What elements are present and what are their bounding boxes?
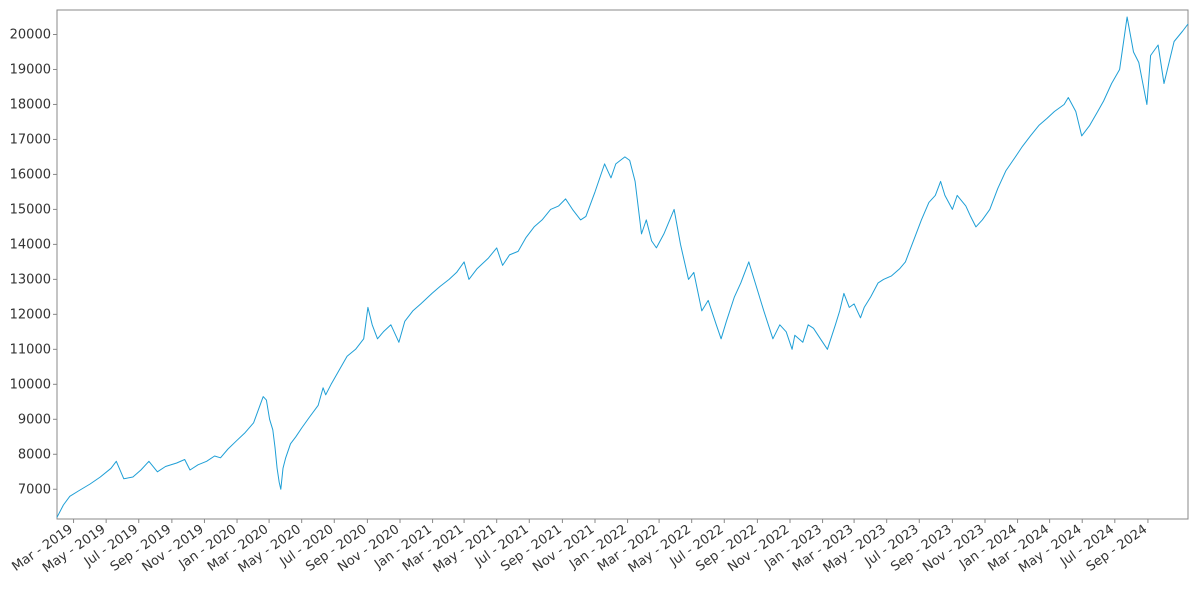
y-tick-label: 10000 <box>10 377 51 392</box>
series-line <box>56 16 1189 518</box>
y-tick-label: 14000 <box>10 237 51 252</box>
y-tick-label: 11000 <box>10 342 51 357</box>
y-tick-label: 18000 <box>10 97 51 112</box>
y-tick-label: 13000 <box>10 272 51 287</box>
y-tick-label: 8000 <box>18 447 51 462</box>
y-tick-label: 17000 <box>10 132 51 147</box>
y-tick-label: 20000 <box>10 27 51 42</box>
plot-frame <box>56 9 1189 520</box>
y-tick-label: 19000 <box>10 62 51 77</box>
y-tick-label: 7000 <box>18 482 51 497</box>
y-tick-label: 12000 <box>10 307 51 322</box>
y-tick-label: 15000 <box>10 202 51 217</box>
y-tick-label: 9000 <box>18 412 51 427</box>
y-tick-label: 16000 <box>10 167 51 182</box>
